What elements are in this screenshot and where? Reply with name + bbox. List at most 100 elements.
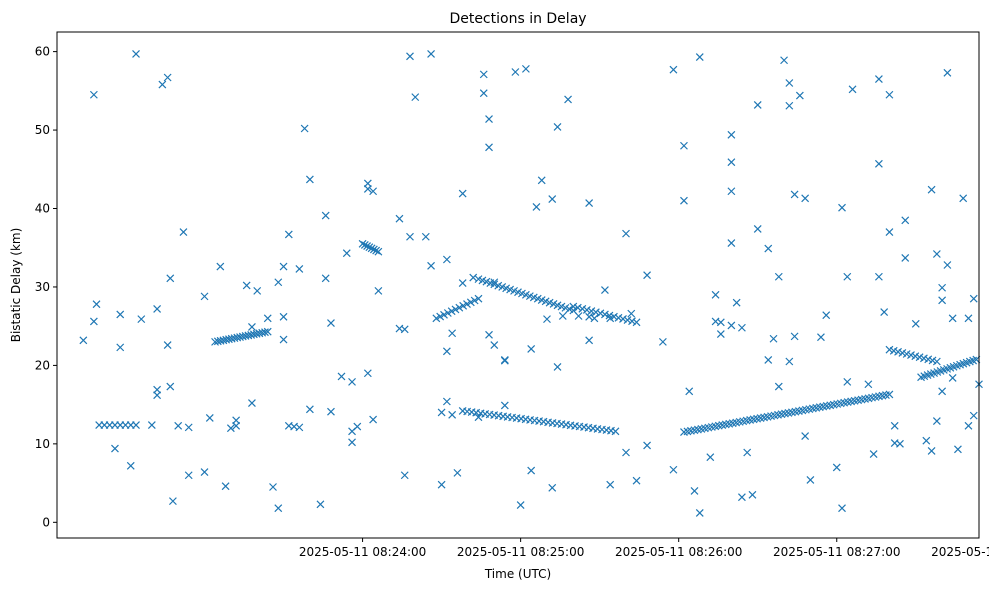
- data-point: [764, 355, 773, 364]
- data-point: [591, 308, 600, 317]
- x-tick-label: 2025-05-11 08:27:00: [773, 545, 900, 559]
- data-point: [601, 286, 609, 295]
- data-point: [216, 262, 225, 271]
- data-point: [369, 245, 378, 254]
- data-point: [578, 304, 587, 313]
- data-point: [485, 330, 493, 339]
- data-point: [153, 305, 162, 313]
- data-point: [716, 330, 725, 338]
- data-point: [790, 332, 799, 341]
- data-point: [737, 323, 746, 332]
- data-point: [727, 158, 736, 167]
- data-point: [732, 298, 741, 307]
- data-point: [248, 323, 256, 331]
- data-point: [132, 421, 140, 429]
- data-point: [485, 143, 493, 152]
- data-point: [780, 56, 788, 65]
- data-point: [911, 319, 920, 328]
- data-point: [711, 290, 720, 299]
- data-point: [327, 407, 335, 416]
- data-point: [601, 310, 609, 319]
- data-point: [619, 314, 627, 323]
- data-point: [406, 52, 414, 61]
- data-point: [295, 423, 304, 432]
- data-point: [901, 254, 910, 262]
- data-point: [764, 244, 773, 253]
- data-point: [411, 93, 420, 102]
- data-point: [459, 301, 468, 310]
- data-point: [832, 463, 841, 472]
- data-point: [864, 380, 873, 389]
- data-point: [111, 444, 119, 453]
- data-point: [885, 390, 894, 399]
- data-point: [321, 211, 330, 220]
- data-point: [374, 286, 383, 295]
- data-point: [466, 298, 475, 307]
- data-point: [242, 281, 251, 290]
- data-point: [132, 50, 140, 58]
- data-point: [92, 300, 101, 309]
- data-point: [838, 203, 846, 212]
- data-point: [585, 199, 594, 207]
- data-point: [553, 363, 562, 371]
- data-point: [261, 328, 269, 337]
- data-point: [628, 317, 636, 326]
- data-point: [632, 318, 641, 327]
- data-point: [163, 341, 172, 349]
- data-point: [348, 438, 356, 447]
- data-point: [365, 243, 374, 252]
- data-point: [843, 377, 852, 386]
- data-point: [453, 468, 462, 477]
- data-point: [427, 50, 435, 58]
- data-point: [573, 303, 582, 312]
- data-point: [643, 441, 652, 450]
- data-point: [353, 422, 362, 431]
- data-point: [200, 468, 209, 477]
- data-point: [437, 408, 446, 417]
- data-point: [737, 493, 746, 502]
- data-point: [470, 296, 479, 305]
- data-point: [874, 272, 883, 281]
- data-point: [964, 314, 973, 323]
- data-point: [874, 159, 883, 168]
- data-point: [163, 73, 172, 82]
- data-points: [79, 50, 983, 517]
- data-point: [253, 286, 262, 295]
- data-point: [938, 283, 947, 292]
- data-point: [959, 194, 968, 203]
- chart-title: Detections in Delay: [449, 11, 586, 27]
- data-point: [774, 382, 783, 391]
- plot-frame: [56, 31, 980, 539]
- data-point: [490, 341, 499, 349]
- data-point: [274, 504, 283, 513]
- data-point: [232, 416, 241, 425]
- data-point: [527, 345, 536, 353]
- y-tick-label: 50: [35, 123, 50, 137]
- data-point: [168, 497, 177, 506]
- data-point: [442, 397, 451, 406]
- data-point: [785, 79, 794, 87]
- data-point: [474, 294, 483, 303]
- data-point: [305, 175, 314, 184]
- data-point: [587, 307, 596, 315]
- data-point: [548, 195, 557, 204]
- data-point: [521, 64, 530, 73]
- data-point: [680, 196, 688, 205]
- data-point: [943, 68, 952, 77]
- data-point: [284, 230, 293, 239]
- data-point: [316, 500, 325, 509]
- data-point: [901, 216, 910, 225]
- data-point: [448, 329, 457, 338]
- data-point: [874, 75, 883, 83]
- data-point: [137, 315, 146, 324]
- data-point: [400, 325, 409, 334]
- data-point: [769, 334, 778, 343]
- data-point: [79, 336, 88, 345]
- data-point: [964, 421, 973, 430]
- data-point: [274, 278, 283, 287]
- data-point: [927, 185, 936, 194]
- data-point: [606, 480, 615, 489]
- data-point: [943, 261, 952, 269]
